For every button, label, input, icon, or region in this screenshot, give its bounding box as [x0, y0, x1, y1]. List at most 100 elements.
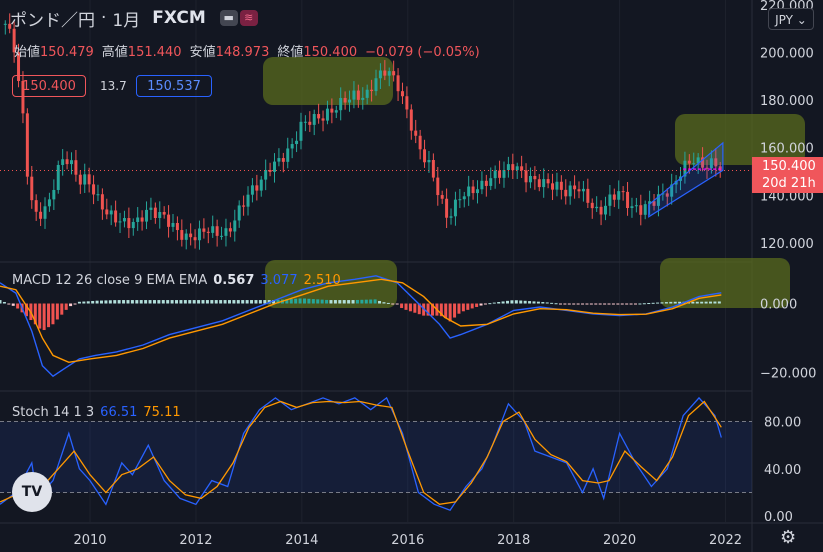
- candle-body: [356, 90, 360, 100]
- macd-line-value: 3.077: [260, 273, 298, 288]
- candle-body: [559, 181, 563, 190]
- macd-hist-bar: [214, 300, 218, 304]
- macd-hist-bar: [254, 300, 258, 304]
- macd-hist-bar: [576, 303, 580, 305]
- candle-body: [189, 233, 193, 238]
- candle-body: [246, 194, 250, 207]
- candle-body: [652, 201, 656, 206]
- candle-body: [449, 216, 453, 218]
- time-tick-label: 2010: [73, 533, 106, 548]
- macd-hist-bar: [475, 303, 479, 307]
- candle-body: [52, 189, 56, 200]
- stoch-tick-label: 40.00: [764, 463, 801, 478]
- macd-hist-bar: [620, 303, 624, 305]
- macd-hist-bar: [320, 299, 324, 304]
- candle-body: [330, 108, 334, 113]
- candle-body: [30, 176, 34, 201]
- candle-body: [303, 121, 307, 123]
- candle-body: [122, 218, 126, 222]
- macd-hist-bar: [64, 303, 68, 310]
- macd-hist-bar: [563, 303, 567, 305]
- close-label: 終値: [277, 45, 304, 60]
- macd-hist-bar: [461, 303, 465, 312]
- candle-body: [467, 186, 471, 197]
- macd-hist-bar: [550, 302, 554, 304]
- macd-title[interactable]: MACD 12 26 close 9 EMA EMA: [12, 273, 208, 288]
- macd-hist-bar: [47, 303, 51, 328]
- visibility-toggle[interactable]: ▬ ≋: [219, 10, 258, 26]
- macd-hist-bar: [439, 303, 443, 317]
- candle-body: [705, 167, 709, 169]
- macd-hist-bar: [205, 300, 209, 304]
- macd-hist-bar: [2, 301, 6, 304]
- macd-hist-bar: [263, 300, 267, 304]
- time-tick-label: 2012: [179, 533, 212, 548]
- macd-hist-bar: [144, 300, 148, 304]
- macd-hist-bar: [373, 299, 377, 304]
- macd-hist-bar: [483, 303, 487, 305]
- interval-label[interactable]: 1月: [112, 10, 141, 31]
- high-value: 151.440: [127, 45, 182, 60]
- wave-icon[interactable]: ≋: [239, 10, 258, 26]
- macd-hist-bar: [519, 300, 523, 304]
- time-tick-label: 2014: [285, 533, 318, 548]
- candle-body: [268, 170, 272, 172]
- stoch-legend: Stoch 14 1 3 66.51 75.11: [12, 405, 181, 420]
- candle-body: [427, 160, 431, 163]
- sell-price-button[interactable]: 150.400: [12, 75, 86, 97]
- macd-hist-bar: [104, 300, 108, 304]
- candle-body: [617, 191, 621, 200]
- macd-hist-bar: [695, 301, 699, 304]
- candle-body: [259, 179, 263, 191]
- currency-dropdown[interactable]: JPY ⌄: [768, 8, 814, 30]
- candle-body: [431, 160, 435, 178]
- macd-hist-bar: [245, 300, 249, 304]
- macd-hist-bar: [488, 303, 492, 305]
- candle-body: [528, 175, 532, 183]
- tradingview-logo[interactable]: TV: [12, 472, 52, 512]
- highlight-boxes: [263, 57, 805, 308]
- macd-hist-bar: [197, 300, 201, 304]
- candle-body: [661, 193, 665, 195]
- candle-body: [43, 206, 47, 219]
- stoch-title[interactable]: Stoch 14 1 3: [12, 405, 95, 420]
- macd-hist-bar: [408, 303, 412, 312]
- axes: 120.000140.000160.000180.000200.000220.0…: [73, 0, 816, 548]
- buy-price-button[interactable]: 150.537: [136, 75, 212, 97]
- candle-body: [47, 199, 51, 207]
- macd-hist-bar: [709, 301, 713, 304]
- macd-hist-bar: [369, 299, 373, 304]
- macd-hist-bar: [523, 300, 527, 304]
- candle-body: [370, 89, 374, 92]
- candle-body: [83, 174, 87, 185]
- macd-hist-bar: [501, 301, 505, 304]
- candle-body: [374, 78, 378, 92]
- macd-hist-bar: [391, 303, 395, 305]
- stoch-d-line: [0, 400, 722, 505]
- candle-body: [281, 158, 285, 162]
- currency-label: JPY: [775, 13, 793, 27]
- macd-hist-bar: [223, 300, 227, 304]
- macd-hist-bar: [95, 300, 99, 304]
- candle-body: [520, 166, 524, 171]
- candle-body: [687, 160, 691, 164]
- spread-value: 13.7: [100, 79, 127, 93]
- candle-body: [365, 89, 369, 98]
- macd-tick-label: −20.000: [760, 367, 816, 382]
- macd-hist-bar: [100, 300, 104, 304]
- candle-body: [299, 121, 303, 141]
- macd-hist-bar: [139, 300, 143, 304]
- candle-body: [445, 198, 449, 218]
- candle-body: [392, 71, 396, 76]
- macd-hist-bar: [152, 300, 156, 304]
- candle-body: [595, 206, 599, 209]
- candle-body: [405, 96, 409, 110]
- gear-icon[interactable]: ⚙: [780, 527, 797, 548]
- highlight-box: [675, 114, 805, 165]
- candle-body: [131, 221, 135, 229]
- eye-icon[interactable]: ▬: [219, 10, 238, 26]
- candle-body: [696, 157, 700, 164]
- symbol-name[interactable]: ポンド／円: [10, 10, 95, 31]
- candle-body: [184, 233, 188, 240]
- candle-body: [476, 189, 479, 194]
